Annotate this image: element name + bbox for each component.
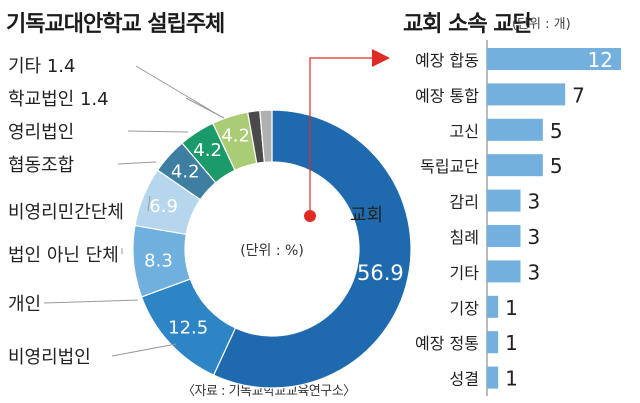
bar-value-label: 5	[550, 119, 563, 143]
bar-category-label: 예장 통합	[415, 86, 479, 105]
pie-category-label: 비영리법인	[8, 347, 91, 368]
bar	[487, 225, 521, 247]
bar	[487, 260, 521, 283]
arrow-head-icon	[372, 49, 390, 67]
pie-category-label-church: 교회	[350, 205, 383, 226]
bar-category-label: 예장 정통	[415, 334, 479, 353]
pie-category-label: 비영리민간단체	[8, 202, 124, 223]
bar-value-label: 7	[572, 83, 585, 107]
bar	[487, 331, 499, 354]
pie-value-label: 56.9	[357, 261, 404, 285]
pie-value-label: 6.9	[149, 196, 178, 217]
bar-category-label: 예장 합동	[415, 51, 479, 70]
connector-line	[309, 57, 372, 216]
pie-category-label: 법인 아닌 단체	[8, 245, 119, 266]
pie-category-label: 협동조합	[8, 155, 74, 176]
pie-value-label: 12.5	[168, 317, 208, 338]
bar	[487, 48, 621, 70]
bar-category-label: 기장	[450, 299, 480, 318]
pie-value-label: 4.2	[171, 162, 200, 183]
pie-slice	[212, 109, 412, 389]
pie-category-label: 학교법인 1.4	[8, 89, 109, 110]
bar-category-label: 성결	[450, 370, 479, 389]
bar-value-label: 3	[528, 225, 541, 249]
bar	[487, 83, 566, 106]
pie-category-label: 개인	[8, 294, 41, 315]
pie-category-label: 기타 1.4	[8, 56, 75, 77]
bar-value-label: 3	[528, 260, 541, 284]
leader-line	[127, 130, 189, 133]
bar-value-label: 5	[550, 154, 563, 178]
pie-value-label: 4.2	[221, 126, 250, 147]
pie-chart: 56.912.58.36.94.24.24.2(단위 : %)	[132, 109, 412, 389]
pie-slice	[259, 109, 273, 163]
bar-category-label: 고신	[450, 122, 479, 141]
bar	[487, 366, 499, 389]
pie-category-label: 영리법인	[8, 122, 74, 143]
bar-chart-unit: (단위 : 개)	[512, 17, 571, 32]
pie-unit-label: (단위 : %)	[240, 243, 304, 259]
bar-value-label: 3	[528, 190, 541, 214]
bar-category-label: 기타	[450, 263, 480, 282]
bar-category-label: 침례	[450, 228, 479, 247]
bar	[487, 154, 543, 177]
pie-value-label: 4.2	[193, 140, 222, 161]
leader-line	[111, 343, 177, 357]
source-note: 〈자료 : 기독교학교교육연구소〉	[182, 384, 356, 399]
bar	[487, 295, 499, 318]
bar-value-label: 1	[505, 296, 518, 320]
bar-category-label: 감리	[450, 193, 479, 212]
pie-chart-title: 기독교대안학교 설립주체	[6, 12, 225, 37]
leader-line	[147, 195, 151, 212]
bar-chart-title: 교회 소속 교단	[403, 12, 533, 37]
leader-line	[117, 161, 157, 165]
bar-value-label: 12	[588, 48, 613, 72]
leader-line	[135, 65, 221, 117]
bar	[487, 189, 521, 212]
bar-chart: 예장 합동 12 예장 통합 7 고신 5 독립교단 5 감리 3 침례 3 기타 3 기장 1 예장 정통 1 성…	[415, 40, 621, 396]
pie-value-label: 8.3	[144, 250, 173, 271]
bar-value-label: 1	[505, 331, 518, 355]
leader-line	[185, 97, 225, 119]
leader-line	[43, 299, 139, 304]
bar	[487, 118, 543, 141]
bar-category-label: 독립교단	[420, 157, 479, 176]
bar-value-label: 1	[505, 367, 518, 391]
